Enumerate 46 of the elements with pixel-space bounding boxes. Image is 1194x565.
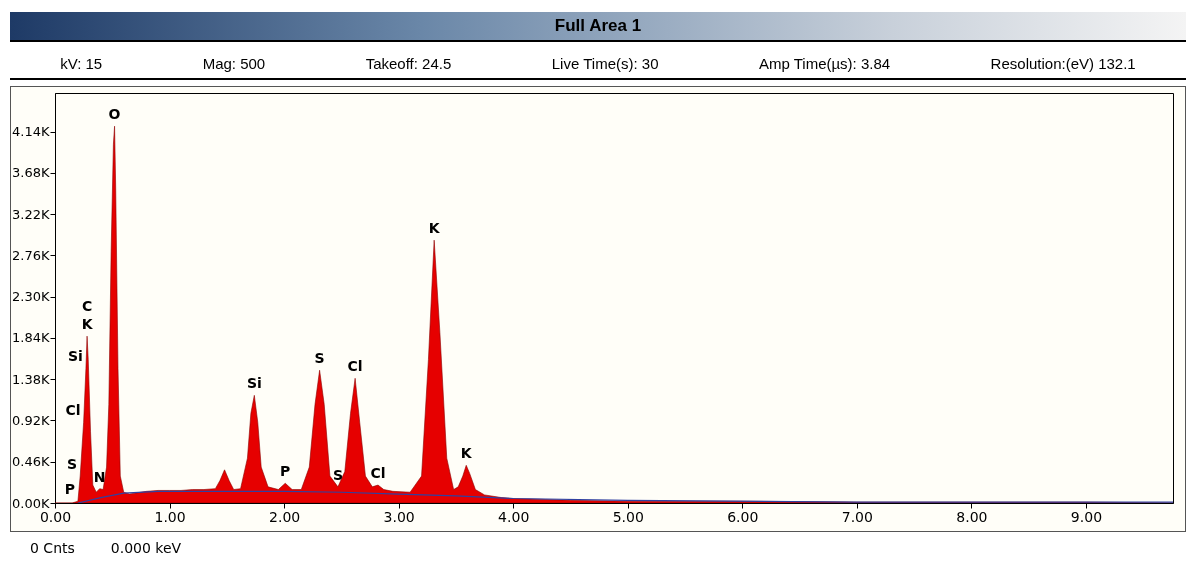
x-tick-label: 5.00 — [612, 508, 644, 525]
y-tick-label: 2.30K — [12, 289, 50, 305]
annotation: C — [81, 298, 93, 315]
y-tick-label: 0.46K — [12, 454, 50, 470]
text: Live Time(s): 30 — [551, 54, 659, 72]
chart-title: Full Area 1 — [10, 12, 1186, 42]
text: kV: 15 — [60, 54, 103, 72]
x-tick-label: 8.00 — [956, 508, 988, 525]
annotation: Cl — [370, 465, 386, 482]
x-tick-label: 9.00 — [1070, 508, 1103, 525]
annotation: K — [428, 220, 441, 237]
x-tick-label: 7.00 — [841, 508, 873, 525]
line-series — [77, 490, 1173, 503]
y-tick-label: 4.14K — [12, 124, 50, 140]
text: Resolution:(eV) 132.1 — [990, 54, 1136, 72]
x-tick-label: 4.00 — [498, 508, 530, 525]
text: Takeoff: 24.5 — [365, 54, 452, 72]
annotation: S — [332, 466, 343, 483]
text: Amp Time(µs): 3.84 — [758, 54, 891, 72]
x-tick-label: 2.00 — [269, 508, 301, 525]
x-tick-label: 3.00 — [383, 508, 415, 525]
annotation: N — [93, 468, 106, 485]
x-tick-label: 1.00 — [154, 508, 186, 525]
annotation: K — [81, 316, 94, 333]
x-tick-label: 6.00 — [727, 508, 759, 525]
annotation: K — [460, 445, 473, 462]
annotation: Si — [68, 348, 83, 365]
y-tick-label: 0.00K — [12, 495, 50, 511]
annotation: Cl — [65, 402, 81, 419]
annotation: P — [64, 481, 75, 498]
x-tick-label: 0.00 — [39, 508, 72, 525]
y-tick-label: 1.84K — [12, 330, 50, 346]
text: 0 Cnts — [30, 540, 75, 556]
y-tick-label: 0.92K — [12, 412, 50, 428]
annotation: S — [314, 350, 325, 367]
annotation: Cl — [347, 358, 363, 375]
y-tick-label: 1.38K — [12, 371, 50, 387]
y-tick-label: 3.22K — [12, 206, 50, 222]
annotation: O — [108, 106, 121, 123]
annotation: S — [67, 456, 78, 473]
y-tick-label: 3.68K — [12, 165, 50, 181]
annotation: P — [280, 463, 291, 480]
annotation: Si — [246, 375, 262, 392]
text: Mag: 500 — [202, 54, 266, 72]
text: 0.000 keV — [110, 540, 182, 556]
y-tick-label: 2.76K — [12, 247, 50, 263]
